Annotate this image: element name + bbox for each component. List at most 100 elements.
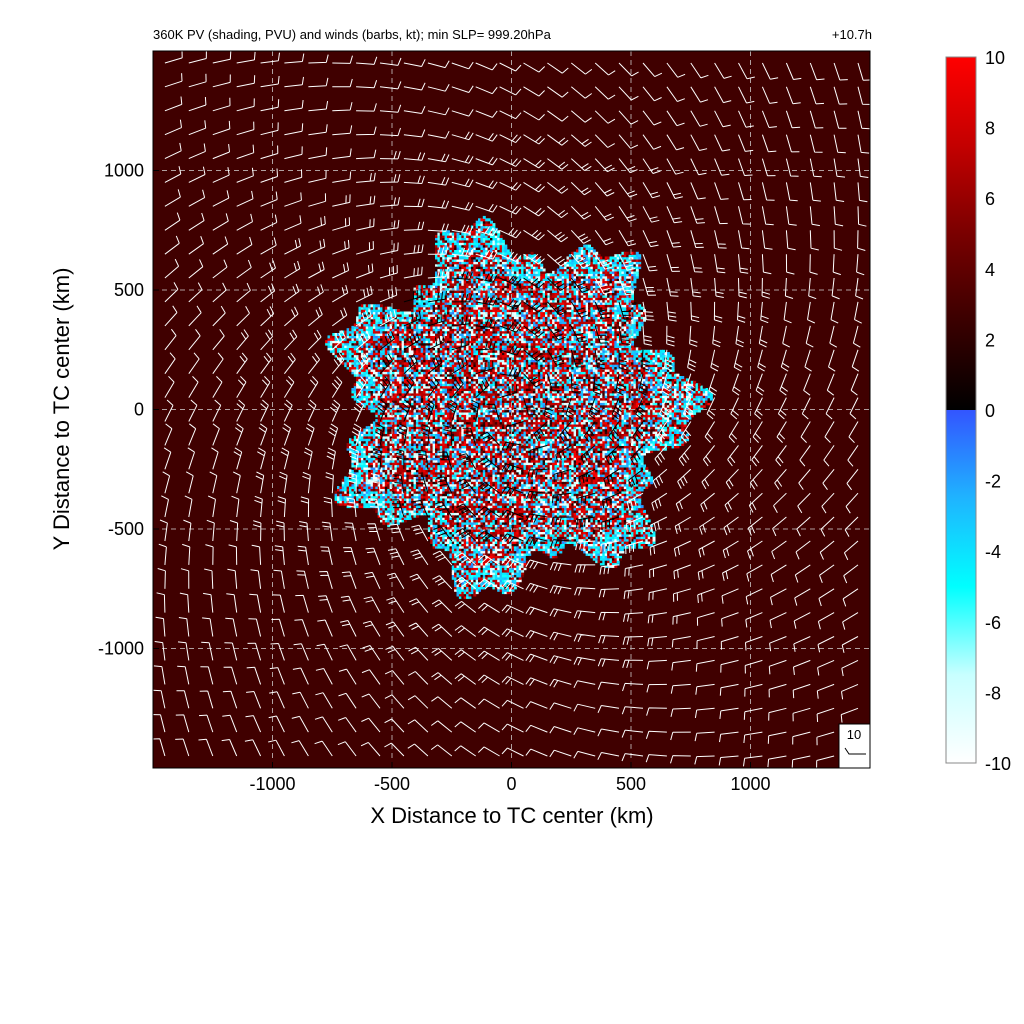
wind-barb (761, 134, 777, 153)
wind-barb (666, 254, 680, 272)
wind-barb (332, 78, 353, 88)
wind-barb (451, 376, 464, 398)
wind-barb (819, 564, 835, 583)
wind-barb (478, 722, 500, 733)
wind-barb (523, 325, 545, 338)
wind-barb (608, 421, 620, 443)
wind-barb (379, 104, 402, 113)
wind-barb (720, 636, 739, 650)
wind-barb (840, 707, 859, 723)
wind-barb (454, 600, 477, 613)
wind-barb (478, 457, 500, 470)
wind-barb (430, 744, 453, 757)
wind-barb (187, 447, 195, 470)
wind-barb (664, 349, 674, 372)
wind-barb (847, 445, 859, 467)
wind-barb (379, 376, 391, 398)
wind-barb (407, 743, 429, 757)
wind-barb (407, 719, 429, 733)
wind-barb (792, 707, 811, 722)
wind-barb (841, 683, 859, 700)
wind-barb (284, 352, 296, 375)
wind-barb (642, 110, 662, 126)
wind-barb (833, 182, 845, 202)
wind-barb (451, 131, 474, 141)
wind-barb (646, 659, 667, 670)
wind-barb (687, 349, 697, 372)
wind-barb (294, 619, 309, 637)
wind-barb (666, 182, 683, 199)
wind-barb (776, 421, 787, 443)
wind-barb (794, 564, 811, 583)
wind-barb (525, 630, 548, 639)
wind-barb (828, 349, 836, 372)
wind-barb (421, 424, 431, 446)
wind-barb (451, 356, 468, 375)
wind-barb (793, 636, 811, 652)
wind-barb (635, 397, 646, 420)
wind-barb (525, 582, 548, 593)
wind-barb (694, 707, 715, 718)
wind-barb (618, 349, 628, 371)
wind-barb (384, 742, 405, 757)
wind-barb (501, 675, 524, 685)
wind-barb (550, 516, 572, 526)
wind-barb (602, 492, 620, 509)
wind-barb (592, 373, 602, 395)
wind-barb (308, 352, 321, 375)
wind-barb (379, 287, 398, 303)
wind-barb (769, 636, 787, 652)
wind-barb (188, 282, 203, 303)
wind-barb (308, 238, 326, 255)
wind-barb (260, 283, 276, 303)
wind-barb (727, 445, 739, 467)
wind-barb (666, 86, 685, 102)
wind-barb (308, 170, 327, 183)
wind-barb (852, 325, 861, 348)
wind-barb (164, 73, 183, 88)
wind-barb (743, 755, 763, 767)
wind-barb (570, 205, 592, 220)
wind-barb (570, 277, 590, 293)
wind-barb (475, 296, 498, 306)
wind-barb (857, 230, 866, 251)
wind-barb (455, 528, 477, 542)
wind-barb (222, 714, 238, 733)
wind-barb (153, 714, 166, 733)
wind-barb (690, 86, 709, 103)
wind-barb (714, 254, 726, 274)
wind-barb (594, 230, 614, 246)
wind-barb (273, 569, 285, 589)
wind-barb (533, 421, 548, 442)
wind-barb (780, 349, 790, 372)
wind-barb (794, 588, 811, 606)
wind-barb (594, 110, 616, 124)
wind-barb (188, 423, 197, 446)
wind-barb (236, 190, 254, 207)
wind-barb (427, 246, 449, 255)
wind-barb (818, 588, 835, 607)
wind-barb (761, 230, 773, 250)
wind-barb (761, 158, 776, 177)
wind-barb (332, 284, 349, 303)
wind-barb (255, 471, 265, 494)
wind-barb (260, 75, 280, 88)
wind-barb (162, 471, 171, 494)
wind-barb (682, 397, 694, 420)
wind-barb (779, 373, 788, 396)
wind-barb (650, 516, 668, 534)
colorbar (945, 56, 977, 764)
wind-barb (360, 741, 381, 757)
wind-barb (207, 495, 216, 518)
wind-barb (809, 110, 824, 129)
wind-barb (826, 373, 835, 396)
wind-barb (250, 569, 262, 589)
wind-barb (501, 509, 524, 520)
wind-barb (451, 271, 473, 280)
wind-barb (577, 492, 596, 507)
wind-barb (226, 593, 238, 613)
wind-barb (451, 109, 474, 117)
wind-barb (618, 86, 639, 101)
wind-barb (434, 501, 453, 518)
wind-barb (417, 449, 429, 470)
